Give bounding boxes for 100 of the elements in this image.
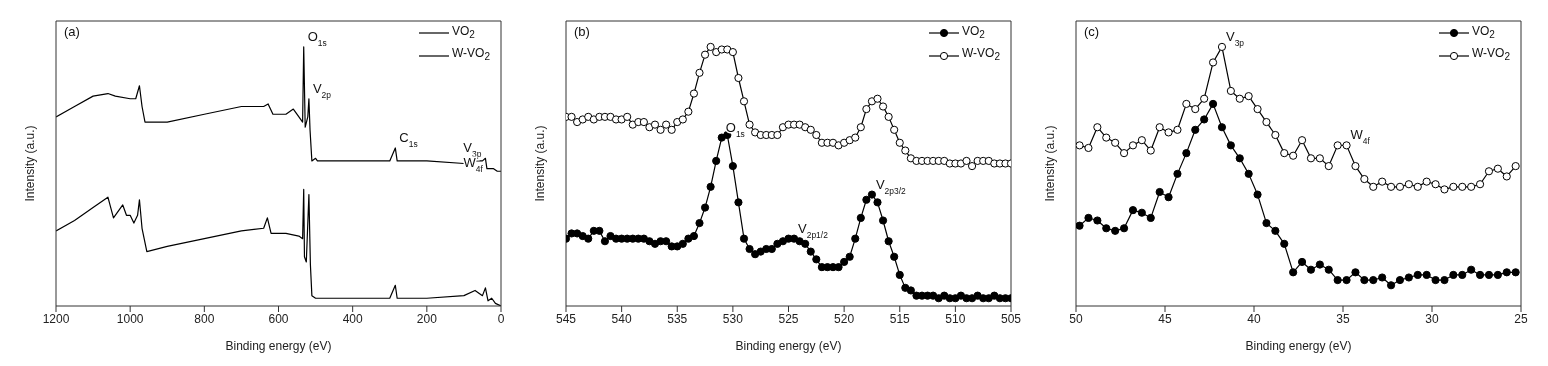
point <box>1351 268 1360 277</box>
point <box>1128 206 1138 215</box>
legend-label: W-VO$_{2}$ <box>451 45 490 65</box>
point <box>1297 257 1307 267</box>
point <box>1378 273 1387 282</box>
point <box>1440 275 1449 285</box>
legend-label: VO$_{2}$ <box>961 23 985 43</box>
y-axis-title: Intensity (a.u.) <box>23 125 38 202</box>
point <box>1342 141 1351 150</box>
point <box>1324 265 1333 274</box>
point <box>1217 123 1227 132</box>
point <box>1378 177 1387 186</box>
point <box>1182 149 1191 158</box>
point <box>1369 182 1378 191</box>
point <box>1306 265 1316 274</box>
point <box>1146 146 1155 155</box>
x-tick-label: 505 <box>1000 311 1022 326</box>
annotation: C$_{1s}$ <box>399 129 418 149</box>
point <box>1413 270 1422 280</box>
point <box>1342 275 1351 285</box>
point <box>1484 270 1494 280</box>
point <box>1102 133 1111 142</box>
point <box>1146 213 1155 223</box>
point <box>1076 221 1084 230</box>
point <box>1164 128 1173 137</box>
point <box>1208 99 1218 109</box>
point <box>1458 182 1467 191</box>
x-tick-label: 50 <box>1069 311 1083 326</box>
x-tick-label: 30 <box>1425 311 1439 326</box>
point <box>1244 169 1253 178</box>
point <box>1253 104 1262 114</box>
point <box>1137 208 1146 217</box>
annotation: V$_{3p}$ <box>1225 28 1245 48</box>
x-tick-label: 800 <box>194 311 215 326</box>
annotation: V$_{2p3/2}$ <box>875 176 907 196</box>
point <box>1084 213 1093 223</box>
point <box>1155 123 1164 132</box>
point <box>1182 99 1191 109</box>
point <box>1511 161 1520 171</box>
x-tick-label: 45 <box>1158 311 1172 326</box>
point <box>1137 136 1146 145</box>
x-tick-label: 1000 <box>116 311 144 326</box>
point <box>1093 216 1102 225</box>
x-tick-label: 400 <box>342 311 363 326</box>
point <box>1173 169 1182 178</box>
point <box>1484 167 1494 176</box>
point <box>1280 239 1289 248</box>
point <box>1271 226 1280 235</box>
point <box>1431 275 1440 285</box>
x-tick-label: 1200 <box>42 311 70 326</box>
text: (a) <box>64 24 80 39</box>
y-axis-title: Intensity (a.u.) <box>533 125 548 202</box>
point <box>1191 104 1200 114</box>
point <box>1493 270 1502 280</box>
legend-label: W-VO$_{2}$ <box>1471 45 1510 65</box>
point <box>1502 268 1511 277</box>
point <box>1164 193 1173 202</box>
point <box>1297 136 1307 145</box>
point <box>1404 180 1413 189</box>
point <box>1467 265 1476 274</box>
point <box>1351 161 1360 171</box>
point <box>1386 281 1396 290</box>
text: (c) <box>1084 24 1100 39</box>
point <box>1395 275 1405 285</box>
point <box>1493 164 1502 173</box>
point <box>1200 94 1209 103</box>
point <box>1422 270 1431 280</box>
legend-label: W-VO$_{2}$ <box>961 45 1000 65</box>
legend-label: VO$_{2}$ <box>1471 23 1495 43</box>
point <box>1191 125 1200 134</box>
point <box>1422 177 1431 186</box>
x-axis-title: Binding energy (eV) <box>735 339 842 353</box>
point <box>1084 143 1093 153</box>
point <box>1253 190 1262 199</box>
x-tick-label: 530 <box>722 311 744 326</box>
point <box>1360 174 1369 184</box>
point <box>1315 154 1324 163</box>
point <box>1333 141 1342 150</box>
x-tick-label: 545 <box>555 311 577 326</box>
x-tick-label: 200 <box>416 311 438 326</box>
x-tick-label: 40 <box>1247 311 1261 326</box>
point <box>1119 224 1129 233</box>
point <box>1111 226 1120 235</box>
point <box>1502 172 1511 181</box>
annotation: V$_{2p}$ <box>312 80 332 100</box>
x-tick-label: 515 <box>889 311 911 326</box>
x-tick-label: 525 <box>778 311 799 326</box>
point <box>1226 141 1235 150</box>
point <box>1200 115 1209 124</box>
point <box>1413 182 1422 191</box>
point <box>1208 58 1218 67</box>
point <box>1475 270 1485 280</box>
point <box>1262 218 1271 228</box>
annotation: W$_{4f}$ <box>1350 127 1371 147</box>
point <box>1369 275 1378 285</box>
point <box>1093 123 1102 132</box>
point <box>1324 161 1333 171</box>
x-tick-label: 35 <box>1336 311 1350 326</box>
point <box>1395 182 1405 191</box>
point <box>1404 273 1413 282</box>
